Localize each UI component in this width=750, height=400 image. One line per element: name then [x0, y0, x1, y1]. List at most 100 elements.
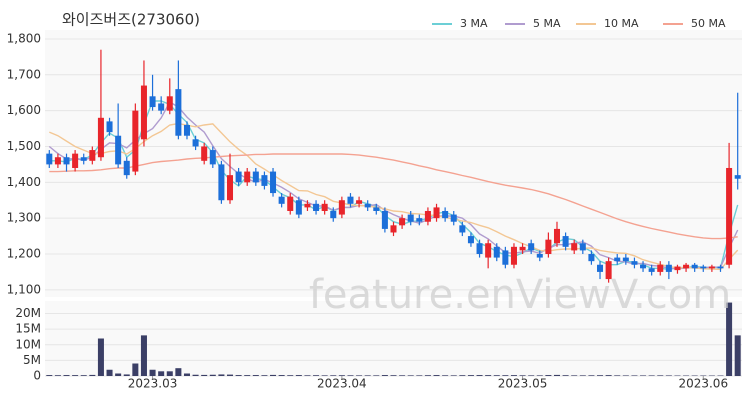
candle-body: [390, 225, 397, 233]
volume-bar: [158, 371, 165, 376]
volume-bar: [226, 374, 234, 376]
y-tick-label: 1,800: [7, 31, 41, 45]
candle-body: [416, 218, 423, 222]
volume-bar: [657, 375, 664, 376]
candle-body: [364, 203, 371, 208]
candle-body: [132, 110, 139, 172]
candle-body: [588, 253, 595, 262]
volume-bar: [588, 375, 595, 376]
volume-bar: [235, 375, 242, 376]
candle-body: [149, 96, 156, 108]
volume-bar: [407, 375, 414, 376]
candle-body: [674, 266, 681, 271]
candle-body: [106, 121, 113, 133]
volume-bar: [622, 375, 629, 376]
candle-body: [338, 200, 345, 215]
volume-bar: [356, 375, 363, 376]
candle-body: [510, 246, 517, 265]
volume-bar: [304, 375, 311, 376]
candle-body: [502, 250, 509, 265]
candle-body: [708, 266, 715, 269]
candle-body: [347, 196, 354, 204]
volume-bar: [571, 375, 578, 376]
candle-body: [54, 157, 61, 165]
volume-bar: [261, 375, 268, 376]
candle-body: [158, 103, 165, 111]
candle-body: [485, 243, 492, 258]
volume-bar: [63, 375, 70, 376]
volume-bar: [338, 375, 345, 376]
volume-bar: [123, 374, 130, 376]
x-tick-label: 2023.05: [498, 377, 548, 391]
candle-body: [726, 167, 733, 265]
candle-body: [399, 218, 406, 226]
x-tick-label: 2023.03: [128, 377, 178, 391]
volume-bar: [54, 375, 61, 376]
volume-bar: [553, 374, 561, 376]
volume-bar: [97, 338, 104, 376]
volume-bar: [252, 375, 259, 376]
candle-body: [562, 236, 569, 247]
y-tick-label: 1,700: [7, 67, 41, 81]
candle-body: [442, 210, 449, 219]
candle-body: [304, 203, 311, 208]
candle-body: [476, 243, 483, 254]
volume-bar: [734, 335, 741, 376]
volume-bar: [502, 375, 509, 376]
y-tick-label: 1,600: [7, 103, 41, 117]
volume-bar: [545, 375, 552, 376]
candle-body: [717, 266, 724, 269]
legend-label: 5 MA: [533, 17, 561, 30]
volume-bar: [631, 375, 638, 376]
candle-body: [115, 135, 122, 165]
legend-label: 50 MA: [691, 17, 726, 30]
volume-bar: [166, 371, 173, 376]
candle-body: [373, 207, 380, 211]
volume-bar: [597, 375, 604, 376]
volume-bar: [562, 375, 569, 376]
volume-bar: [295, 375, 302, 376]
candle-body: [545, 239, 552, 254]
candle-body: [201, 146, 208, 161]
volume-bar: [485, 375, 492, 376]
candle-body: [287, 196, 294, 211]
volume-bar: [399, 375, 406, 376]
volume-bar: [244, 375, 251, 376]
volume-bar: [493, 375, 500, 376]
candle-body: [123, 160, 130, 176]
candle-body: [553, 228, 561, 244]
volume-bar: [149, 369, 156, 376]
candle-body: [683, 264, 690, 269]
candle-body: [519, 246, 526, 251]
legend-label: 10 MA: [604, 17, 639, 30]
candle-body: [648, 268, 655, 272]
candle-body: [356, 200, 363, 204]
volume-bar: [270, 374, 277, 376]
candle-body: [734, 175, 741, 179]
candle-body: [175, 89, 182, 136]
candle-body: [226, 175, 234, 201]
candle-body: [424, 210, 431, 222]
candle-body: [321, 203, 328, 211]
watermark: feature.enViewV.com: [309, 272, 731, 318]
volume-bar: [640, 375, 647, 376]
volume-bar: [80, 375, 87, 376]
plot-layer: 1,100 1,200 1,300 1,400 1,500 1,600 1,700 1,800…: [7, 17, 742, 391]
candle-body: [691, 264, 698, 269]
y-tick-label: 15M: [15, 322, 41, 336]
y-tick-label: 1,400: [7, 175, 41, 189]
candle-body: [72, 153, 79, 168]
volume-bar: [313, 375, 320, 376]
volume-bar: [528, 375, 535, 376]
volume-bar: [416, 375, 423, 376]
candle-body: [183, 124, 190, 136]
y-tick-label: 1,100: [7, 282, 41, 296]
candle-body: [140, 85, 147, 140]
candle-body: [407, 214, 414, 222]
volume-bar: [459, 375, 466, 376]
volume-bar: [115, 373, 122, 376]
volume-bar: [106, 369, 113, 376]
ma-line: [49, 122, 739, 271]
candle-body: [597, 264, 604, 272]
